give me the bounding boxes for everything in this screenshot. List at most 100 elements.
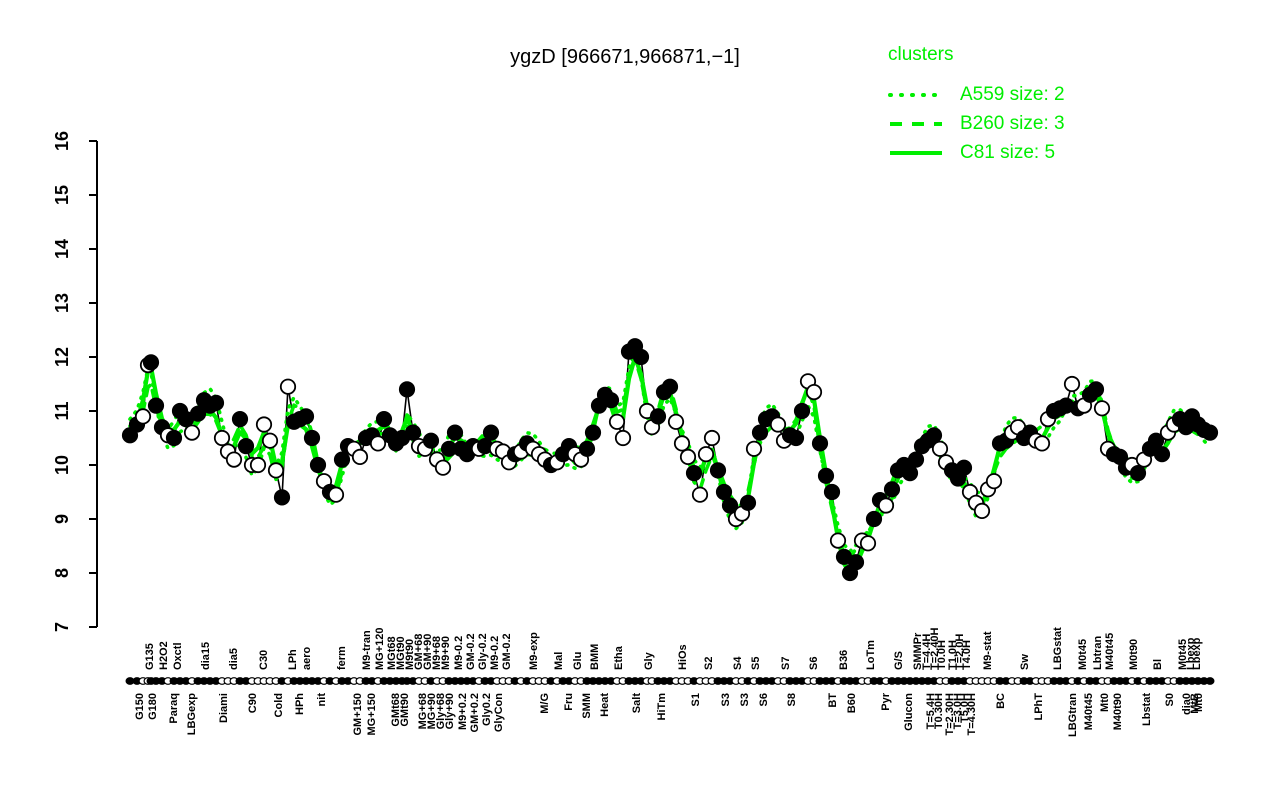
x-tick-label: Lbstat [1141,693,1153,726]
data-point [955,459,973,476]
x-tick-label: BT [827,693,839,708]
data-point [865,510,883,528]
data-point [847,554,865,571]
data-point [207,394,225,411]
x-tick-label: M40t45 [1104,633,1116,670]
x-tick-label: T=4.4H [921,634,933,670]
x-tick-label: GM+150 [352,693,364,736]
x-tick-label: GM+68 [413,634,425,670]
data-point [685,464,703,482]
x-tick-label: S2 [703,657,715,670]
data-point [661,378,679,395]
data-point [739,494,757,511]
x-tick-label: M9+90 [440,636,452,670]
x-tick-label: Fru [563,693,575,711]
x-tick-label: LBGstat [1052,627,1064,670]
x-tick-label: SMMPr [912,632,924,670]
legend-item-b260: B260 size: 3 [888,109,1065,138]
x-tick-label: LBGtran [1067,693,1079,737]
data-point [446,424,464,441]
data-point [142,354,160,371]
data-point [703,429,721,447]
data-point [883,481,901,498]
x-tick-label: BC [995,693,1007,709]
y-tick-label: 13 [52,293,72,313]
data-point [165,429,183,447]
x-tick-label: M9-0.2 [453,636,465,670]
data-point [303,429,321,447]
data-point [213,429,231,447]
data-point [691,486,709,503]
x-tick-label: G135 [144,643,156,670]
x-tick-label: T5.0H [959,693,971,723]
x-tick-label: Oxctl [172,642,184,670]
x-tick-label: Lbexp [1185,637,1197,670]
x-tick-label: LoTm [865,640,877,670]
data-point [327,486,345,503]
x-tick-label: T=2.30H [944,693,956,736]
x-tick-label: S8 [786,693,798,706]
x-tick-label: GM+0.2 [469,693,481,732]
data-point [649,408,667,425]
data-point [249,456,267,474]
x-tick-label: BMM [589,644,601,670]
data-point [829,532,847,549]
legend-label: B260 size: 3 [960,112,1065,134]
x-tick-label: C30 [258,650,270,670]
x-tick-label: Mt0 [1099,693,1111,712]
y-tick-label: 11 [52,401,72,420]
data-point [925,427,943,444]
x-tick-label: C90 [247,693,259,713]
x-tick-label: HiOs [677,644,689,670]
dashed-line-icon [890,121,942,126]
x-tick-label: T=5.4H [925,693,937,729]
data-point [273,489,291,506]
x-tick-label: S1 [690,693,702,706]
data-point [1063,375,1081,393]
x-tick-label: M9+68 [431,636,443,670]
x-tick-label: ferm [336,646,348,670]
data-point [793,402,811,420]
x-tick-label: Mt0 [1193,693,1205,712]
x-tick-label: Salt [631,693,643,714]
data-point [985,473,1003,490]
data-point [602,392,620,409]
data-point [1201,424,1219,441]
data-point [369,435,387,452]
data-point [422,432,440,449]
data-point [237,437,255,455]
x-tick-label: GlyCon [493,693,505,732]
data-point [1093,400,1111,417]
x-tick-label: S3 [720,693,732,706]
x-tick-label: T=3.0H [952,693,964,729]
x-tick-label: MG+120 [374,628,386,671]
cluster-line-a559 [128,351,1212,554]
x-tick-label: H2O2 [158,641,170,670]
data-point [901,464,919,482]
x-tick-label: Gly-0.2 [477,633,489,670]
data-point [375,410,393,428]
x-tick-label: Cold [273,693,285,717]
data-point [309,456,327,474]
x-tick-label: B36 [838,650,850,670]
data-point [351,448,369,465]
y-tick-label: 14 [52,239,72,259]
x-tick-label: Glu [572,652,584,670]
x-tick-label: nit [316,693,328,707]
data-point [632,348,650,366]
x-tick-label: M40t45 [1083,693,1095,730]
data-point [667,413,685,430]
data-point [404,424,422,441]
y-tick-label: 8 [52,568,72,578]
x-tick-label: MG+150 [366,693,378,736]
x-tick-label: Pyr [880,692,892,710]
legend-label: C81 size: 5 [960,141,1056,163]
data-point [679,448,697,465]
data-point [147,397,165,414]
data-point [859,535,877,552]
data-point [267,462,285,479]
data-point [434,459,452,476]
x-tick-label: MG+68 [417,693,429,729]
data-point [614,429,632,447]
